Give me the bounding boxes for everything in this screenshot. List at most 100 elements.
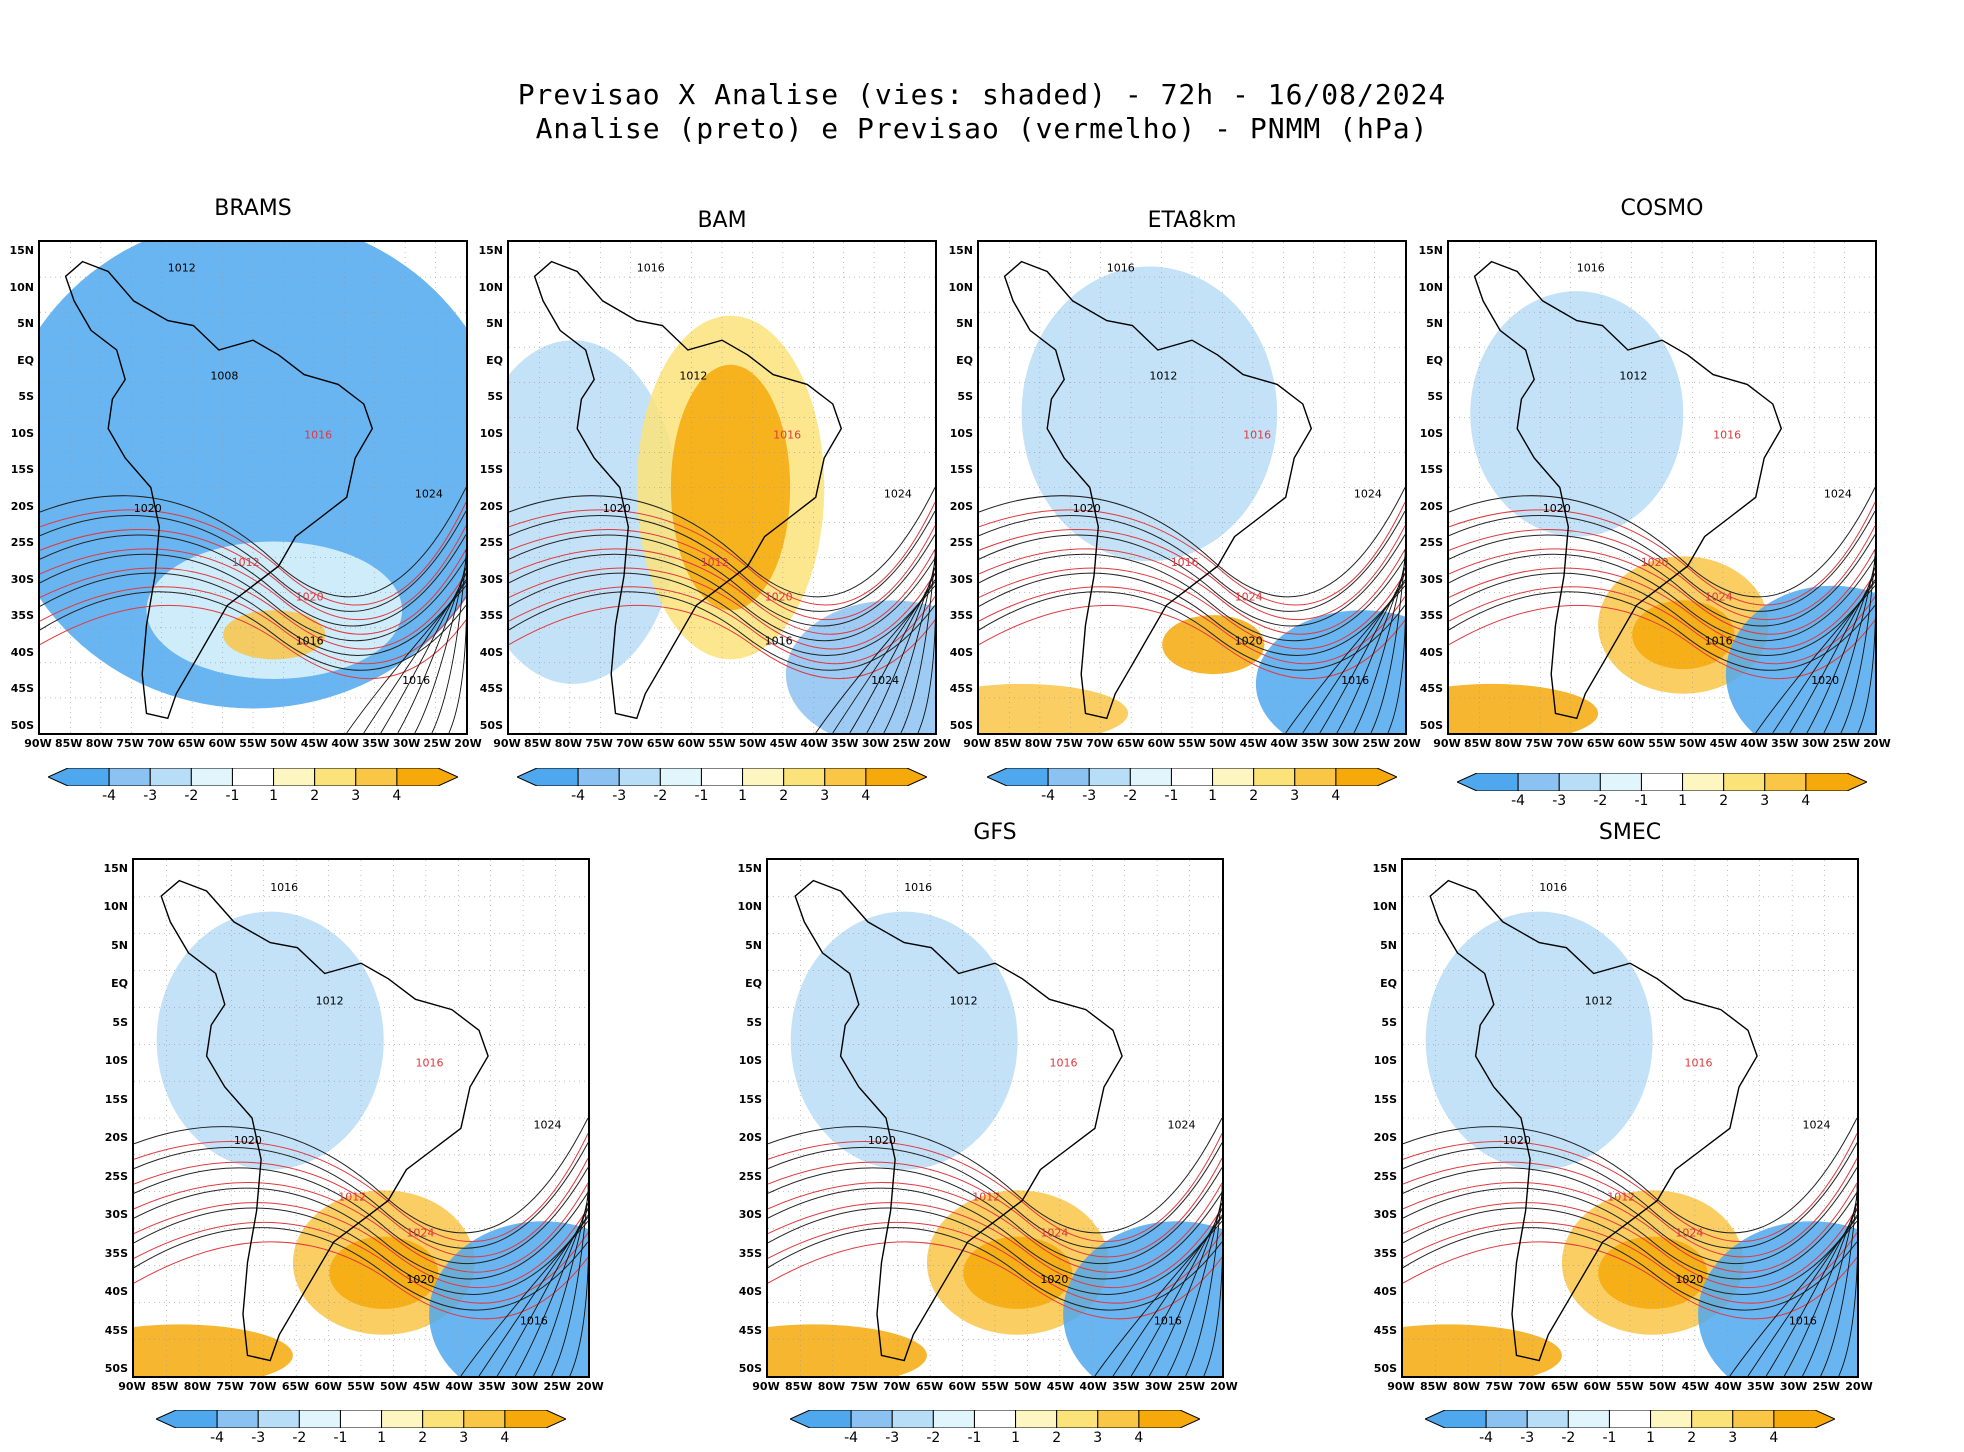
forecast-isobar xyxy=(509,586,935,665)
analysis-isobar xyxy=(431,555,466,733)
map-canvas: 1012 1008 1016 1020 1024 1012 1016 1020 1016 xyxy=(40,242,466,733)
colorbar-swatch xyxy=(1212,768,1255,786)
analysis-isobar xyxy=(1747,1214,1857,1376)
analysis-isobar xyxy=(768,1227,1222,1311)
analysis-isobar xyxy=(509,510,935,612)
analysis-isobar xyxy=(40,572,466,656)
analysis-isobar xyxy=(1302,579,1405,733)
warm-bias-area xyxy=(134,1324,293,1376)
lat-label: 10S xyxy=(1373,1054,1397,1068)
forecast-isobar xyxy=(1403,1182,1857,1273)
colorbar-label: -2 xyxy=(653,788,668,804)
analysis-isobar xyxy=(1806,567,1875,733)
analysis-isobar xyxy=(1319,573,1405,733)
lon-label: 35W xyxy=(831,737,859,750)
analysis-isobar xyxy=(1403,1187,1857,1280)
isobar-label: 1016 xyxy=(773,428,801,441)
lat-label: 40S xyxy=(10,645,34,659)
isobar-label: 1024 xyxy=(1040,1227,1068,1240)
lon-label: 75W xyxy=(1525,737,1553,750)
lon-label: 90W xyxy=(1387,1380,1415,1393)
analysis-isobar xyxy=(883,561,935,733)
isobar-label: 1016 xyxy=(904,881,932,894)
colorbar-label: 1 xyxy=(738,788,747,804)
isobar-label: 1016 xyxy=(415,1056,443,1069)
colorbar-swatch xyxy=(1457,773,1519,791)
lon-label: 70W xyxy=(616,737,644,750)
colorbar-swatch xyxy=(1170,768,1214,786)
lat-label: EQ xyxy=(17,353,34,367)
colorbar-swatch xyxy=(1640,773,1684,791)
forecast-isobar xyxy=(979,502,1405,606)
lat-label: EQ xyxy=(1426,353,1443,367)
colorbar-label: 1 xyxy=(1646,1430,1655,1446)
lon-label: 80W xyxy=(183,1380,212,1393)
isobar-label: 1020 xyxy=(406,1273,434,1286)
warm-bias-area xyxy=(1162,615,1265,675)
analysis-isobar xyxy=(134,1187,588,1280)
isobar-label: 1016 xyxy=(402,674,430,687)
lat-label: 30S xyxy=(479,572,503,586)
forecast-isobar xyxy=(1403,1202,1857,1289)
lat-label: 40S xyxy=(1373,1285,1397,1299)
lon-label: 90W xyxy=(493,737,521,750)
analysis-isobar xyxy=(1353,561,1405,733)
analysis-isobar xyxy=(448,549,466,733)
isobar-label: 1020 xyxy=(868,1134,896,1147)
forecast-isobar xyxy=(509,604,935,680)
lon-label: 65W xyxy=(177,737,206,750)
analysis-isobar xyxy=(1823,561,1875,733)
colorbar-swatch xyxy=(1138,1410,1200,1428)
isobar-label: 1020 xyxy=(1503,1134,1531,1147)
analysis-isobar xyxy=(363,579,466,733)
analysis-isobar xyxy=(134,1167,588,1265)
lat-label: 30S xyxy=(949,572,973,586)
forecast-isobar xyxy=(1449,567,1875,650)
colorbar-swatch xyxy=(1253,768,1296,786)
isobar-label: 1008 xyxy=(210,369,238,382)
lat-label: 35S xyxy=(10,609,34,623)
colorbar-swatch xyxy=(1056,1410,1099,1428)
lon-label: 30W xyxy=(1779,1380,1808,1393)
colorbar-swatch xyxy=(1425,1410,1487,1428)
colorbar-label: 2 xyxy=(779,788,789,804)
colorbar-label: 4 xyxy=(1769,1430,1779,1446)
cold-bias-area xyxy=(790,911,1018,1170)
cold-bias-area xyxy=(1021,266,1278,562)
isobar-label: 1024 xyxy=(871,674,899,687)
lat-label: 10N xyxy=(103,900,128,914)
isobar-label: 1024 xyxy=(406,1227,434,1240)
analysis-isobar xyxy=(1449,534,1875,627)
lon-label: 25W xyxy=(423,737,451,750)
analysis-isobar xyxy=(569,1185,588,1376)
forecast-isobar xyxy=(40,548,466,635)
colorbar: -4 -3 -2 -1 1 2 3 4 xyxy=(156,1410,566,1452)
analysis-isobar xyxy=(1838,1185,1857,1376)
lat-label: 50S xyxy=(104,1362,128,1375)
lat-label: EQ xyxy=(745,977,762,991)
lat-label: 5N xyxy=(17,317,34,331)
forecast-isobar xyxy=(134,1221,588,1304)
lat-label: 5N xyxy=(111,938,128,952)
analysis-isobar xyxy=(509,487,935,598)
colorbar-label: 1 xyxy=(1011,1430,1020,1446)
lat-label: 50S xyxy=(10,719,34,732)
forecast-isobar xyxy=(509,567,935,650)
lon-label: 20W xyxy=(923,737,951,750)
colorbar-swatch xyxy=(891,1410,934,1428)
analysis-isobar xyxy=(979,510,1405,612)
forecast-isobar xyxy=(1403,1241,1857,1320)
analysis-isobar xyxy=(1130,1208,1222,1376)
analysis-isobar xyxy=(1203,1185,1222,1376)
lon-label: 85W xyxy=(54,737,83,750)
colorbar-label: 3 xyxy=(1093,1430,1103,1446)
lon-label: 85W xyxy=(1463,737,1492,750)
lon-label: 65W xyxy=(1586,737,1615,750)
south-america-coastline xyxy=(1429,879,1758,1362)
forecast-isobar xyxy=(1449,586,1875,665)
forecast-isobar xyxy=(979,525,1405,621)
lat-label: 15S xyxy=(479,463,503,477)
lat-label: 10S xyxy=(10,426,34,440)
colorbar-label: 2 xyxy=(1249,788,1259,804)
colorbar-label: 4 xyxy=(392,788,402,804)
